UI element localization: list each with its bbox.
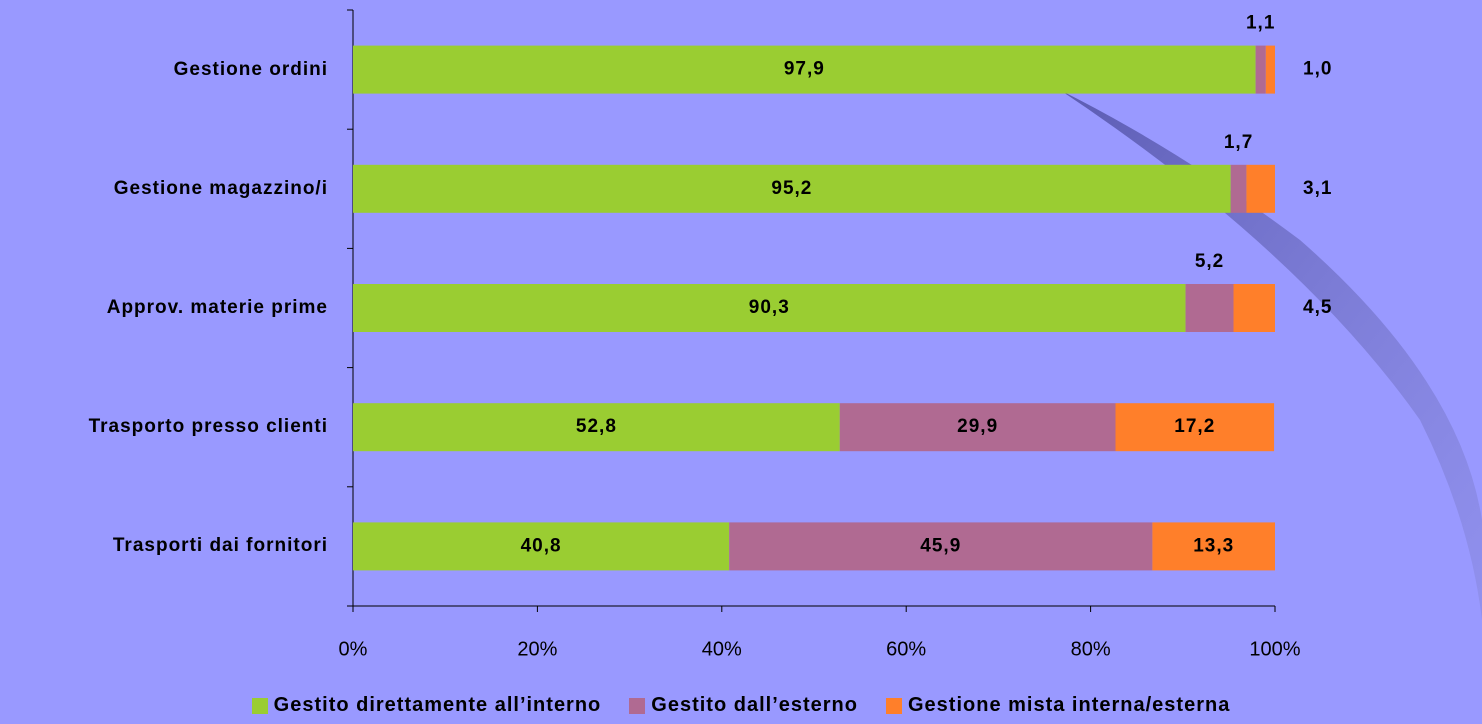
bar-segment	[353, 284, 1186, 332]
value-label: 52,8	[576, 416, 617, 437]
category-label: Trasporto presso clienti	[88, 416, 328, 438]
legend-swatch	[251, 697, 268, 714]
bar-segment	[729, 522, 1153, 571]
value-label: 1,7	[1224, 132, 1253, 153]
legend-item: Gestito direttamente all’interno	[251, 694, 602, 717]
legend-item: Gestione mista interna/esterna	[886, 694, 1230, 717]
bar-segment	[1265, 45, 1275, 94]
bar-segment	[353, 403, 840, 452]
value-label: 1,0	[1303, 59, 1332, 80]
x-tick-label: 60%	[886, 638, 926, 660]
legend-swatch	[629, 697, 646, 714]
bar-segment	[839, 403, 1116, 452]
legend-item: Gestito dall’esterno	[629, 694, 858, 717]
bar-segment	[1115, 403, 1275, 452]
value-label: 40,8	[521, 535, 562, 556]
category-label: Gestione ordini	[173, 58, 328, 80]
decoration	[1060, 90, 1482, 620]
legend-label: Gestito direttamente all’interno	[273, 694, 602, 716]
legend-label: Gestito dall’esterno	[651, 694, 858, 716]
category-label: Trasporti dai fornitori	[112, 535, 328, 557]
x-tick-label: 40%	[702, 638, 742, 660]
bar-segment	[1233, 284, 1275, 332]
value-label: 95,2	[771, 178, 812, 199]
value-label: 13,3	[1193, 535, 1234, 556]
x-tick-label: 100%	[1249, 638, 1300, 660]
value-label: 90,3	[749, 297, 790, 318]
bar-segment	[1152, 522, 1275, 571]
bar-segment	[1185, 284, 1234, 332]
bar-segment	[353, 45, 1256, 94]
bar-segment	[1246, 164, 1275, 213]
category-label: Gestione magazzino/i	[113, 177, 328, 199]
legend-label: Gestione mista interna/esterna	[908, 694, 1231, 716]
bar-segment	[1230, 164, 1247, 213]
value-label: 1,1	[1246, 13, 1275, 34]
x-tick-label: 80%	[1071, 638, 1111, 660]
value-label: 5,2	[1195, 251, 1224, 272]
value-label: 4,5	[1303, 297, 1332, 318]
legend: Gestito direttamente all’interno Gestito …	[0, 694, 1482, 717]
x-tick-label: 0%	[339, 638, 368, 660]
bar-segment	[1255, 45, 1266, 94]
value-label: 17,2	[1174, 416, 1215, 437]
value-label: 29,9	[957, 416, 998, 437]
value-label: 3,1	[1303, 178, 1332, 199]
value-label: 97,9	[784, 59, 825, 80]
bar-segment	[353, 522, 730, 571]
legend-swatch	[886, 697, 902, 714]
x-tick-label: 20%	[517, 638, 557, 660]
value-label: 45,9	[920, 535, 961, 556]
bar-segment	[353, 164, 1231, 213]
category-label: Approv. materie prime	[106, 297, 328, 318]
